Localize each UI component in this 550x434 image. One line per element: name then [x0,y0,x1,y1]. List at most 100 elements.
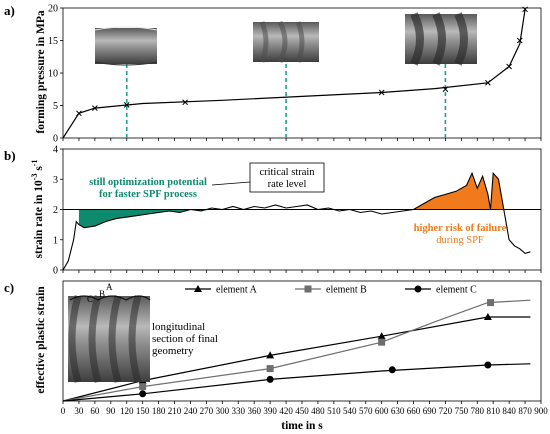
ylabel-c: effective plastic strain [35,286,47,394]
xtick-label: 660 [407,406,421,416]
marker-circle [484,361,492,369]
xtick-label: 360 [247,406,261,416]
xtick-label: 600 [375,406,389,416]
series-c [62,299,531,402]
series-line [62,316,531,402]
inset-caption-2: section of final [152,333,218,345]
xtick-label: 0 [61,406,66,416]
series-b [62,171,541,271]
marker-square [378,338,386,346]
xtick-label: 540 [343,406,357,416]
ylabel-a: forming pressure in MPa [35,10,47,133]
marker-circle [266,375,274,383]
annotation-failure-2: during SPF [436,235,484,246]
legend-label: element A [216,285,258,296]
xtick-label: 840 [502,406,516,416]
marker-square [304,285,312,293]
inset-label-a: A [106,282,113,292]
data-point [506,63,512,70]
panel-c: c) effective plastic strain 0 30 60 90 120 15… [4,280,548,432]
data-point [485,79,491,86]
panel-a: a) forming pressure in MPa 0 5 10 15 20 [4,3,542,145]
xtick-label: 720 [439,406,453,416]
xtick-label: 240 [184,406,198,416]
xticks-b [62,270,542,273]
legend-label: element B [326,285,367,296]
marker-square [487,299,495,307]
data-point [92,105,98,111]
ytick-label: 20 [48,4,58,15]
xtick-label: 570 [359,406,373,416]
marker-triangle [483,313,492,320]
xlabel-c: time in s [281,420,323,432]
xtick-label: 300 [216,406,230,416]
fill-optimization-area [78,209,329,228]
ytick-label: 2 [53,205,58,216]
tube-image-1 [94,26,158,66]
inset-geometry [68,295,151,383]
marker-circle [388,366,396,374]
marker-circle [414,285,422,293]
fills-b [78,173,504,228]
critical-level-label-1: critical strain [259,167,315,178]
ytick-label: 1 [53,235,58,246]
ytick-label: 3 [53,175,58,186]
marker-triangle [266,351,275,359]
critical-level-pointer [211,181,251,186]
legend-label: element C [436,285,477,296]
marker-circle [139,390,147,398]
data-point [123,101,130,108]
marker-triangle [377,332,386,340]
xtick-label: 120 [120,406,134,416]
panel-b: b) strain rate in 10-3 s-1 0 1 2 3 4 still o… [4,145,542,277]
annotation-optimization-2: for faster SPF process [99,189,197,200]
xticks-c: 0 30 60 90 120 150 180 210 240 270 300 330 360 390 420… [61,401,548,416]
marker-square [266,365,274,373]
xtick-label: 630 [391,406,405,416]
critical-level-label-2: rate level [268,179,307,190]
xtick-label: 420 [279,406,293,416]
xtick-label: 60 [90,406,100,416]
xtick-label: 270 [200,406,214,416]
dashed-lines-a [125,64,447,138]
ytick-label: 10 [48,69,58,80]
xtick-label: 780 [471,406,485,416]
marker-triangle [194,285,202,292]
panel-label-c: c) [4,280,14,295]
data-point [516,37,523,44]
xtick-label: 390 [263,406,277,416]
tube-image-3 [405,12,477,66]
xtick-label: 450 [295,406,309,416]
xtick-label: 750 [455,406,469,416]
xtick-label: 690 [423,406,437,416]
data-point [76,110,82,117]
xtick-label: 330 [232,406,246,416]
xtick-label: 30 [74,406,84,416]
xtick-label: 180 [152,406,166,416]
series-element-C [62,361,531,402]
ytick-label: 15 [48,36,58,47]
yticks-a: 0 5 10 15 20 [48,4,63,145]
xtick-label: 90 [106,406,116,416]
data-point [378,89,385,96]
xtick-label: 210 [168,406,182,416]
ylabel-b: strain rate in 10-3 s-1 [30,160,45,259]
xtick-label: 900 [534,406,548,416]
inset-caption-3: geometry [152,345,194,357]
xtick-label: 510 [327,406,341,416]
marker-square [139,383,147,391]
series-line-pressure [62,9,526,139]
xticks-a [62,138,542,141]
panel-label-b: b) [4,148,16,163]
yticks-b: 0 1 2 3 4 [53,145,63,277]
critical-level-box [249,162,325,193]
data-point [522,6,528,13]
xtick-label: 150 [136,406,150,416]
ytick-label: 0 [53,134,58,145]
ytick-label: 4 [53,145,58,156]
tube-image-2 [253,20,319,64]
annotation-failure-1: higher risk of failure [414,223,507,234]
annotation-optimization-1: still optimization potential [89,177,207,188]
series-line-strain-rate [62,171,531,271]
